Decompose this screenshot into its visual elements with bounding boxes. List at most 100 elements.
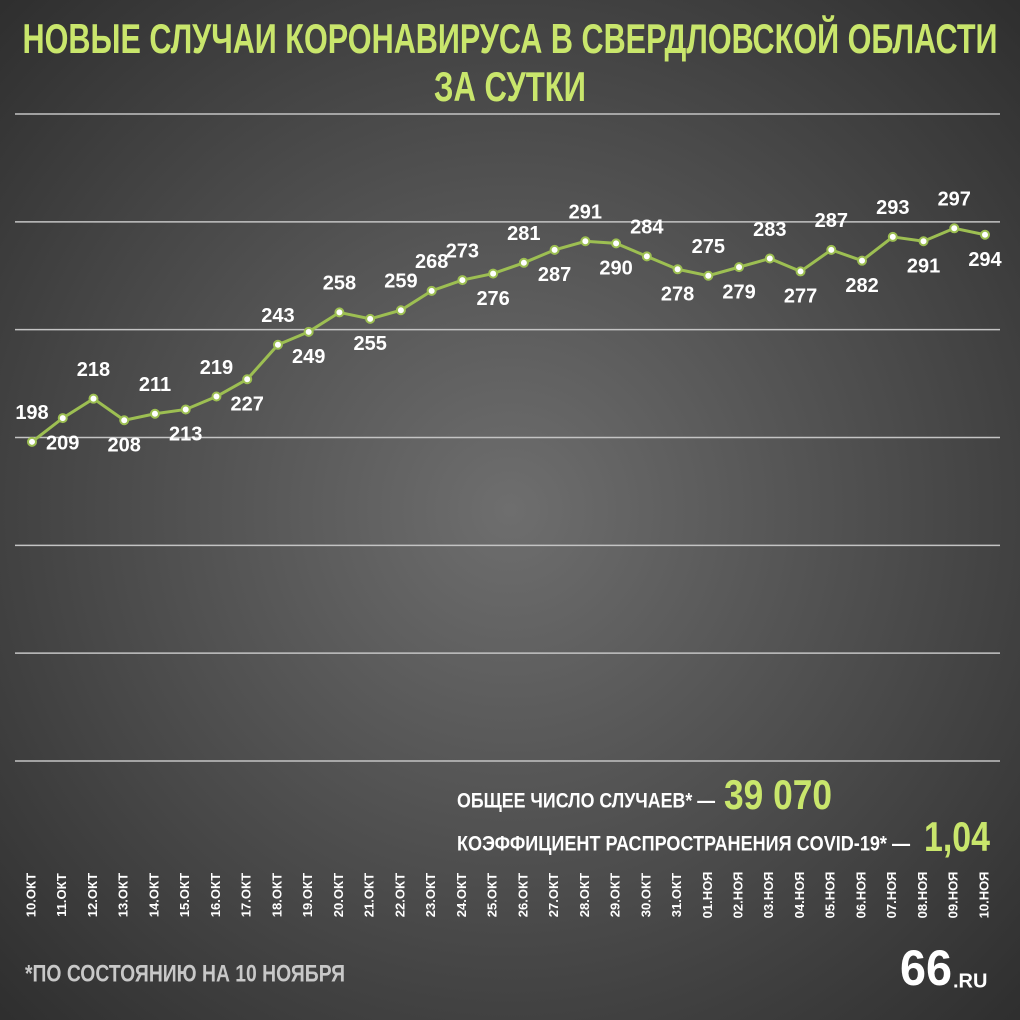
x-tick-label: 18.ОКТ: [269, 873, 284, 917]
data-label: 258: [323, 273, 356, 295]
data-label: 276: [476, 288, 509, 310]
data-label: 209: [46, 432, 79, 454]
data-label: 282: [845, 275, 878, 297]
data-point: [272, 339, 283, 350]
x-tick-label: 16.ОКТ: [208, 873, 223, 917]
x-tick-label: 05.НОЯ: [823, 872, 838, 919]
x-tick-label: 12.ОКТ: [85, 873, 100, 917]
data-label: 283: [753, 219, 786, 241]
data-label: 273: [446, 240, 479, 262]
x-tick-label: 03.НОЯ: [761, 872, 776, 919]
x-tick-label: 21.ОКТ: [362, 873, 377, 917]
data-point: [88, 393, 99, 404]
data-line: [31, 226, 986, 444]
data-point: [672, 264, 683, 275]
data-label: 227: [231, 394, 264, 416]
data-point: [611, 238, 622, 249]
x-tick-label: 10.ОКТ: [23, 873, 38, 917]
data-point: [980, 229, 990, 240]
data-point: [334, 307, 345, 318]
data-label: 291: [907, 256, 940, 278]
x-tick-label: 06.НОЯ: [853, 872, 868, 919]
data-point: [949, 223, 960, 234]
x-tick-label: 07.НОЯ: [884, 872, 899, 919]
data-label: 219: [200, 357, 233, 379]
data-point: [365, 313, 376, 324]
data-label: 275: [692, 236, 725, 258]
data-point: [149, 408, 160, 419]
data-label: 278: [661, 284, 694, 306]
data-label: 213: [169, 424, 202, 446]
x-tick-label: 20.ОКТ: [331, 873, 346, 917]
x-tick-label: 15.ОКТ: [177, 873, 192, 917]
data-point: [518, 257, 529, 268]
x-tick-label: 29.ОКТ: [608, 873, 623, 917]
data-point: [918, 236, 929, 247]
x-tick-label: 09.НОЯ: [946, 872, 961, 919]
x-tick-label: 02.НОЯ: [731, 872, 746, 919]
data-label: 208: [108, 435, 141, 457]
data-point: [395, 305, 406, 316]
data-point: [580, 236, 591, 247]
data-point: [57, 413, 68, 424]
data-label: 268: [415, 251, 448, 273]
x-tick-label: 08.НОЯ: [915, 872, 930, 919]
x-tick-label: 23.ОКТ: [423, 873, 438, 917]
x-tick-label: 17.ОКТ: [239, 873, 254, 917]
data-label: 293: [876, 197, 909, 219]
data-label: 279: [722, 281, 755, 303]
x-tick-label: 01.НОЯ: [700, 872, 715, 919]
x-tick-label: 19.ОКТ: [300, 873, 315, 917]
annotation-value: 1,04: [924, 813, 991, 860]
annotation-label: ОБЩЕЕ ЧИСЛО СЛУЧАЕВ* —: [457, 790, 715, 813]
data-label: 287: [815, 210, 848, 232]
chart-title: НОВЫЕ СЛУЧАИ КОРОНАВИРУСА В СВЕРДЛОВСКОЙ…: [23, 14, 998, 62]
data-label: 259: [384, 271, 417, 293]
annotation-value: 39 070: [724, 771, 832, 818]
data-point: [734, 262, 745, 273]
data-point: [826, 244, 837, 255]
annotation-label: КОЭФФИЦИЕНТ РАСПРОСТРАНЕНИЯ COVID-19* —: [457, 833, 910, 856]
x-tick-label: 30.ОКТ: [638, 873, 653, 917]
data-label: 294: [968, 249, 1002, 271]
logo: 66: [900, 940, 952, 996]
x-tick-label: 31.ОКТ: [669, 873, 684, 917]
data-label: 284: [630, 217, 664, 239]
data-label: 218: [77, 359, 110, 381]
logo: .RU: [953, 970, 987, 992]
x-tick-label: 24.ОКТ: [454, 873, 469, 917]
data-point: [242, 374, 253, 385]
chart-title: ЗА СУТКИ: [434, 63, 586, 110]
data-point: [641, 251, 652, 262]
x-tick-label: 10.НОЯ: [976, 872, 991, 919]
data-label: 249: [292, 346, 325, 368]
x-tick-label: 22.ОКТ: [392, 873, 407, 917]
data-point: [457, 275, 468, 286]
data-label: 211: [139, 374, 171, 396]
x-tick-label: 28.ОКТ: [577, 873, 592, 917]
data-point: [119, 415, 130, 426]
data-point: [180, 404, 191, 415]
x-tick-label: 25.ОКТ: [485, 873, 500, 917]
data-point: [426, 285, 437, 296]
x-tick-label: 04.НОЯ: [792, 872, 807, 919]
x-tick-label: 26.ОКТ: [515, 873, 530, 917]
footnote: *ПО СОСТОЯНИЮ НА 10 НОЯБРЯ: [25, 960, 345, 987]
data-point: [703, 270, 714, 281]
data-point: [303, 326, 314, 337]
x-tick-label: 27.ОКТ: [546, 873, 561, 917]
data-label: 297: [938, 189, 971, 211]
x-tick-label: 13.ОКТ: [116, 873, 131, 917]
data-point: [211, 391, 222, 402]
x-tick-label: 14.ОКТ: [146, 873, 161, 917]
data-label: 287: [538, 264, 571, 286]
data-point: [549, 244, 560, 255]
data-label: 281: [507, 223, 540, 245]
data-label: 255: [353, 333, 386, 355]
data-label: 198: [15, 402, 48, 424]
data-point: [887, 231, 898, 242]
data-point: [488, 268, 499, 279]
data-label: 291: [569, 202, 602, 224]
